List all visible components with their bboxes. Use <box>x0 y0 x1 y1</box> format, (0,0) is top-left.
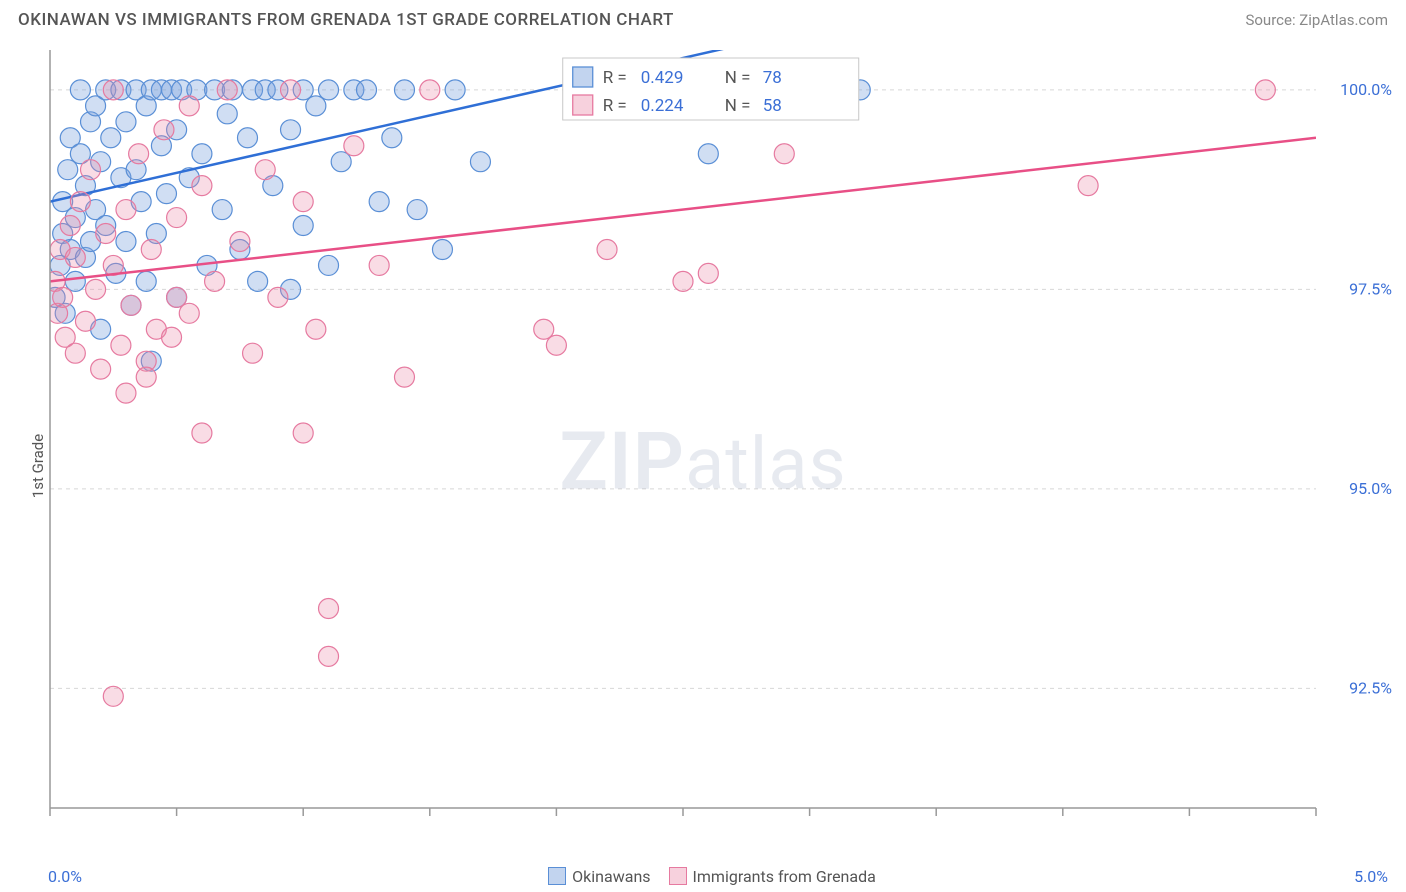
svg-text:R =: R = <box>603 68 627 88</box>
svg-text:R =: R = <box>603 96 627 116</box>
svg-text:95.0%: 95.0% <box>1349 479 1392 498</box>
legend-label: Okinawans <box>572 867 650 886</box>
scatter-plot-svg: 92.5% 95.0% 97.5% 100.0% R = 0.429 N = 78 R = 0.2… <box>0 40 1406 850</box>
svg-text:N =: N = <box>725 68 751 88</box>
svg-text:78: 78 <box>763 68 782 88</box>
svg-text:0.224: 0.224 <box>641 96 684 116</box>
footer-legend: Okinawans Immigrants from Grenada <box>0 867 1406 886</box>
svg-text:97.5%: 97.5% <box>1349 279 1392 298</box>
legend-label: Immigrants from Grenada <box>693 867 876 886</box>
y-axis-label: 1st Grade <box>29 434 47 498</box>
legend-swatch-icon <box>548 867 566 885</box>
svg-text:0.429: 0.429 <box>641 68 684 88</box>
legend-swatch-icon <box>669 867 687 885</box>
source-label: Source: ZipAtlas.com <box>1245 11 1388 29</box>
svg-text:100.0%: 100.0% <box>1340 80 1392 99</box>
chart-area: 1st Grade 92.5% 95.0% 97.5% 100.0% R = 0.429 N… <box>0 40 1406 892</box>
svg-text:58: 58 <box>763 96 782 116</box>
svg-text:92.5%: 92.5% <box>1349 678 1392 697</box>
chart-title: OKINAWAN VS IMMIGRANTS FROM GRENADA 1ST … <box>18 10 674 30</box>
svg-text:N =: N = <box>725 96 751 116</box>
